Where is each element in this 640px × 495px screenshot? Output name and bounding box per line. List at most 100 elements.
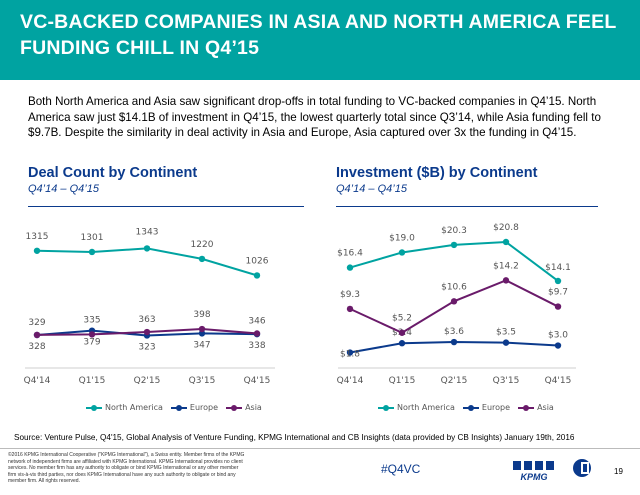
legend-swatch [86,404,102,411]
x-tick-label: Q4'15 [244,376,271,386]
page-title: VC-BACKED COMPANIES IN ASIA AND NORTH AM… [20,11,617,59]
data-label-europe: 338 [248,341,265,351]
page-number: 19 [614,467,623,476]
data-point-asia [346,305,354,313]
data-label-north-america: 1315 [26,232,49,242]
data-point-north-america [398,249,406,256]
investment-chart: $16.4$19.0$20.3$20.8$14.1$1.8$3.4$3.6$3.… [337,223,576,386]
kpmg-logo: KPMG [513,461,554,482]
legend-item-north-america: North America [378,403,455,412]
data-point-asia [450,298,458,305]
investment-legend: North America Europe Asia [378,403,554,412]
investment-divider [336,206,598,207]
data-point-north-america [253,272,261,279]
data-label-europe: $1.8 [340,350,360,360]
deal-count-chart-title: Deal Count by Continent [28,165,198,181]
legend-swatch [170,404,187,411]
data-point-asia [502,277,510,284]
data-point-north-america [198,255,206,263]
kpmg-logo-text: KPMG [521,472,548,482]
cb-insights-logo [573,459,591,477]
source-note: Source: Venture Pulse, Q4'15, Global Ana… [14,433,575,442]
x-tick-label: Q4'14 [24,376,51,386]
data-point-north-america [346,264,354,271]
data-label-europe: 328 [28,342,45,352]
data-label-asia: $9.7 [548,288,568,298]
legend-swatch [462,404,479,411]
data-point-europe [502,339,510,346]
x-tick-label: Q2'15 [134,376,161,386]
x-tick-label: Q3'15 [493,376,520,386]
data-label-asia: 363 [138,315,155,325]
data-label-asia: 398 [193,310,210,320]
legend-swatch [518,404,535,411]
title-banner: VC-BACKED COMPANIES IN ASIA AND NORTH AM… [0,0,640,80]
x-tick-label: Q2'15 [441,376,468,386]
intro-paragraph: Both North America and Asia saw signific… [28,95,601,140]
data-label-asia: $10.6 [441,282,467,292]
legend-item-europe: Europe [462,403,511,412]
data-label-north-america: 1301 [81,233,104,243]
legend-label: Asia [537,403,554,412]
data-point-europe [398,340,406,347]
data-label-north-america: $19.0 [389,233,415,243]
data-point-asia [198,325,206,333]
data-label-north-america: $20.8 [493,223,519,233]
data-point-north-america [143,245,151,252]
data-label-asia: 335 [83,315,100,325]
data-point-asia [554,303,562,310]
x-tick-label: Q4'15 [545,376,572,386]
data-label-north-america: $16.4 [337,249,363,259]
legend-item-europe: Europe [170,403,219,412]
data-label-north-america: 1026 [246,256,269,266]
data-point-north-america [33,247,41,254]
investment-chart-title: Investment ($B) by Continent [336,165,538,181]
data-label-asia: 329 [28,318,45,328]
footer-divider [0,448,640,449]
data-label-asia: $9.3 [340,290,360,300]
data-point-asia [253,330,261,337]
data-label-europe: $3.0 [548,331,568,341]
legend-swatch [378,404,394,411]
data-label-asia: $5.2 [392,314,412,324]
deal-count-divider [28,206,304,207]
data-point-north-america [450,241,458,249]
investment-chart-subtitle: Q4’14 – Q4’15 [336,183,407,195]
data-point-north-america [554,277,562,285]
data-point-europe [450,338,458,346]
data-point-asia [143,328,151,336]
data-label-europe: $3.5 [496,328,516,338]
data-point-north-america [88,248,96,256]
data-label-north-america: $20.3 [441,226,467,236]
x-tick-label: Q3'15 [189,376,216,386]
legend-label: Europe [481,403,511,412]
data-label-europe: 379 [83,338,100,348]
legend-item-north-america: North America [86,403,163,412]
legend-label: Europe [189,403,219,412]
series-line-north-america [36,247,258,277]
data-label-europe: 347 [193,340,210,350]
data-point-asia [33,331,41,339]
deal-count-chart: 1315 1301 1343 1220 1026 328 379 323 347 338 329 33… [24,227,275,386]
x-tick-label: Q1'15 [79,376,106,386]
data-label-north-america: 1343 [136,227,159,237]
data-point-north-america [502,238,510,246]
deal-count-legend: North America Europe Asia [86,403,262,412]
data-label-europe: 323 [138,342,155,352]
data-label-europe: $3.6 [444,327,464,337]
data-label-north-america: 1220 [191,240,214,250]
legend-label: North America [105,403,163,412]
data-point-europe [346,349,354,356]
deal-count-chart-subtitle: Q4’14 – Q4’15 [28,183,99,195]
hashtag: #Q4VC [381,462,421,476]
data-label-asia: 346 [248,316,265,326]
data-label-asia: $14.2 [493,261,519,271]
x-tick-label: Q4'14 [337,376,364,386]
data-point-asia [88,331,96,338]
legend-item-asia: Asia [226,403,262,412]
x-tick-label: Q1'15 [389,376,416,386]
data-point-europe [554,342,562,349]
data-label-north-america: $14.1 [545,263,571,273]
legal-disclaimer: ©2016 KPMG International Cooperative ("K… [8,452,245,485]
legend-item-asia: Asia [518,403,554,412]
